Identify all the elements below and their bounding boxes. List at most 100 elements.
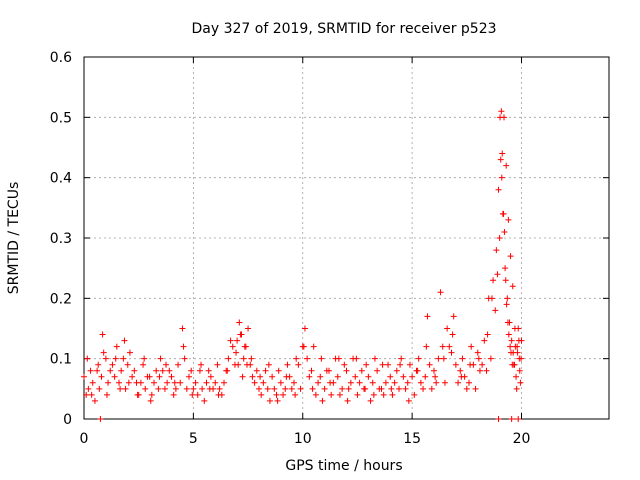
data-point (216, 385, 223, 392)
data-point (476, 367, 483, 374)
data-point (245, 325, 252, 332)
data-point (180, 343, 187, 350)
data-point (518, 355, 525, 362)
data-point (295, 361, 302, 368)
data-point (369, 379, 376, 386)
data-point (113, 343, 120, 350)
data-point (515, 416, 522, 422)
data-point (431, 367, 437, 374)
data-point (100, 349, 107, 356)
data-point (488, 295, 495, 302)
data-point (481, 337, 488, 344)
data-point (237, 331, 244, 338)
data-point (109, 361, 116, 368)
data-point (189, 391, 196, 398)
data-point (142, 385, 149, 392)
data-point (137, 379, 144, 386)
data-point (358, 367, 365, 374)
data-point (309, 385, 316, 392)
data-point (161, 385, 168, 392)
data-point (513, 385, 520, 392)
x-tick-label: 5 (189, 431, 198, 447)
data-point (105, 379, 112, 386)
data-point (424, 313, 431, 320)
data-point (402, 385, 409, 392)
data-point (483, 367, 490, 374)
y-tick-label: 0 (63, 412, 72, 428)
data-point (393, 367, 400, 374)
data-point (266, 397, 273, 404)
data-point (171, 379, 178, 386)
x-axis-ticks: 0 5 10 15 20 (80, 57, 530, 447)
data-point (367, 397, 374, 404)
x-tick-label: 0 (80, 431, 89, 447)
data-point (157, 355, 164, 362)
data-point (495, 186, 502, 193)
data-point (233, 349, 240, 356)
data-point (224, 367, 231, 374)
data-point (258, 391, 265, 398)
data-point (321, 385, 328, 392)
data-point (212, 379, 219, 386)
data-point (457, 367, 464, 374)
data-point (241, 343, 248, 350)
data-point (365, 373, 372, 380)
data-point (183, 385, 190, 392)
data-point (129, 373, 136, 380)
x-tick-label: 15 (403, 431, 421, 447)
data-point (274, 397, 281, 404)
data-point (376, 385, 383, 392)
data-point (341, 361, 348, 368)
data-point (87, 367, 94, 374)
data-point (405, 397, 412, 404)
data-point (498, 108, 505, 115)
data-point (116, 379, 122, 386)
data-point (432, 373, 439, 380)
data-point (124, 361, 131, 368)
data-point (509, 283, 516, 290)
data-point (236, 319, 243, 326)
data-point (118, 367, 125, 374)
data-point (277, 379, 284, 386)
chart-title: Day 327 of 2019, SRMTID for receiver p52… (191, 21, 496, 37)
data-point (318, 355, 325, 362)
data-point (379, 361, 386, 368)
data-point (199, 385, 206, 392)
y-axis-ticks: 0 0.1 0.2 0.3 0.4 0.5 0.6 (50, 50, 609, 428)
data-point (466, 379, 472, 386)
data-point (98, 373, 105, 380)
data-point (273, 391, 280, 398)
data-point (175, 361, 182, 368)
data-point (304, 355, 311, 362)
y-axis-label: SRMTID / TECUs (6, 182, 22, 295)
data-point (362, 385, 369, 392)
data-point (387, 373, 394, 380)
data-point (179, 325, 186, 332)
data-point (508, 416, 515, 422)
data-point (84, 355, 91, 362)
data-point (243, 361, 250, 368)
data-point (95, 361, 102, 368)
data-point (468, 343, 475, 350)
data-point (88, 391, 95, 398)
data-point (172, 385, 179, 392)
data-point (147, 397, 154, 404)
data-point (503, 162, 510, 169)
data-point (253, 367, 260, 374)
data-point (504, 295, 511, 302)
data-point (487, 355, 494, 362)
data-point (433, 379, 440, 386)
data-point (85, 385, 92, 392)
data-point (388, 385, 395, 392)
data-point (448, 349, 455, 356)
data-point (512, 343, 519, 350)
data-point (215, 391, 222, 398)
data-point (81, 373, 87, 380)
data-point (288, 385, 295, 392)
data-point (306, 373, 313, 380)
data-points (81, 108, 525, 422)
data-point (125, 379, 132, 386)
data-point (500, 210, 507, 217)
y-tick-label: 0.5 (50, 110, 72, 126)
